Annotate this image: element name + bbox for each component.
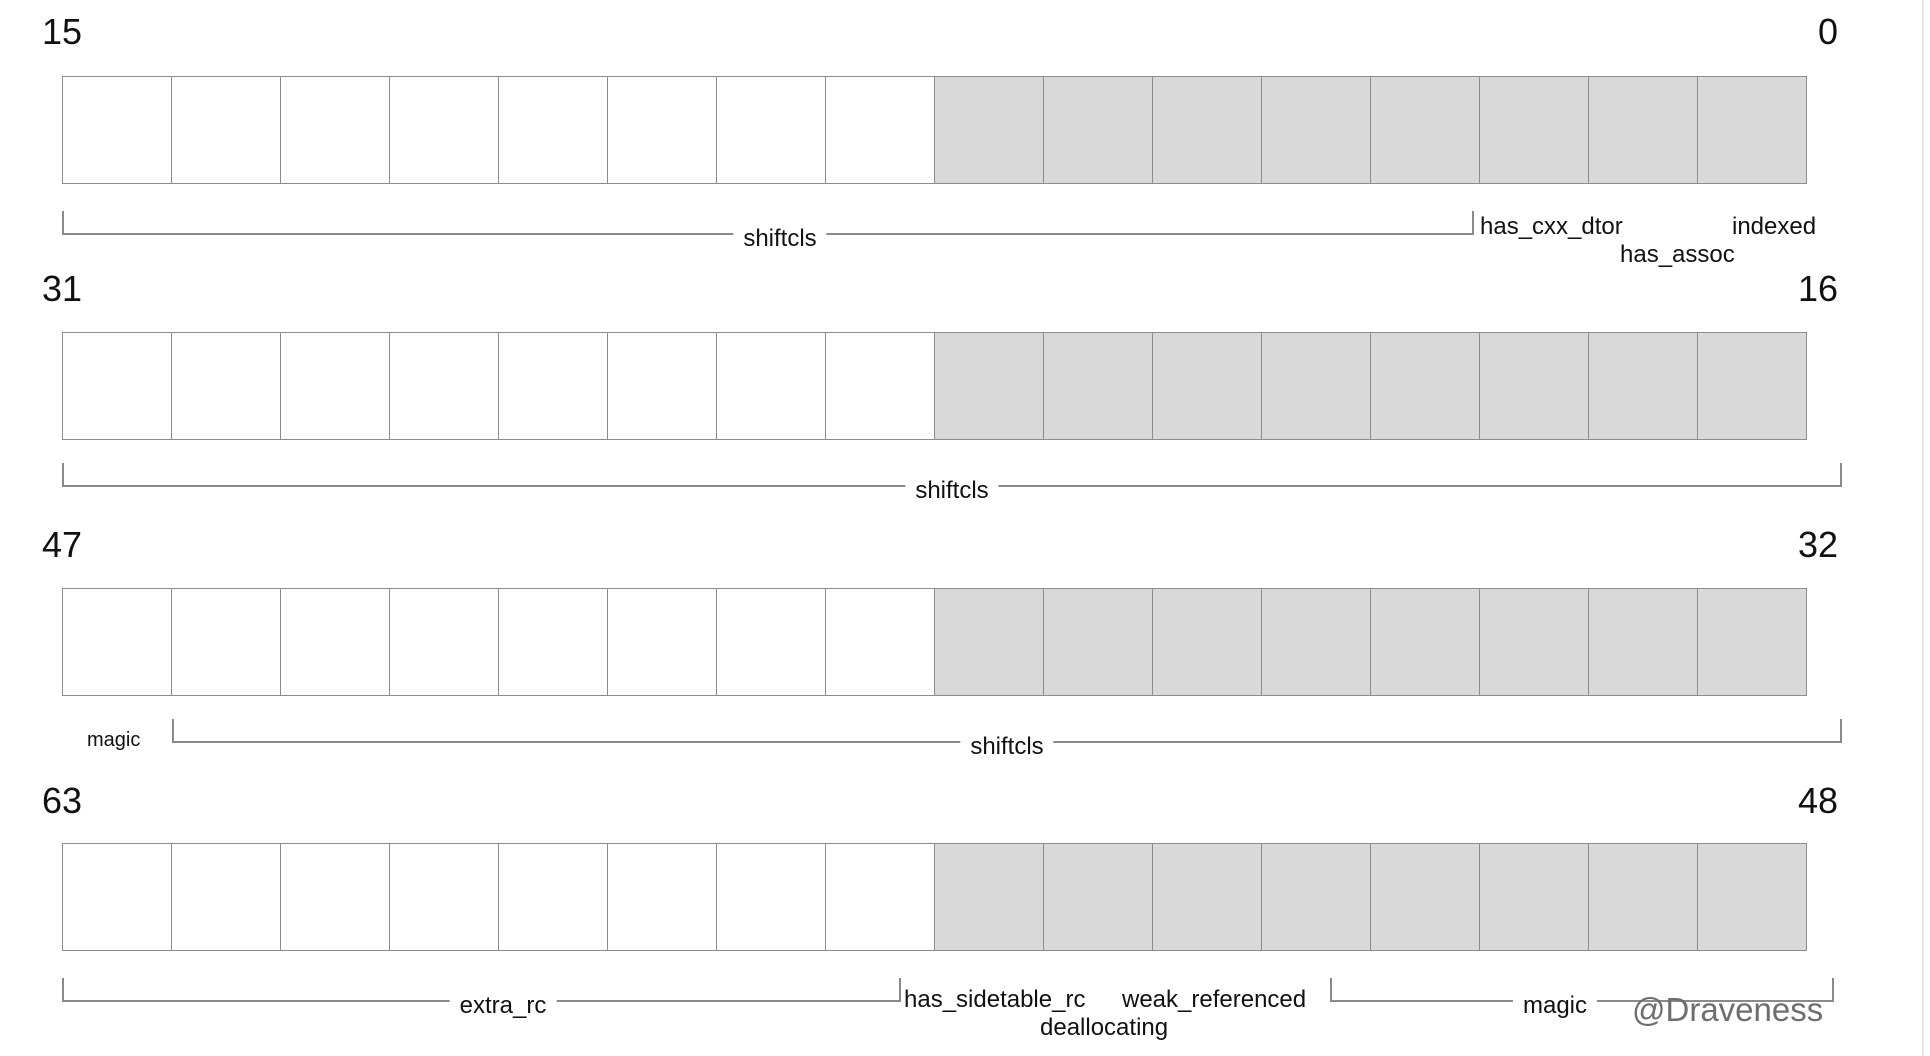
bit-cell <box>1152 843 1262 951</box>
bracket-label: shiftcls <box>960 735 1054 759</box>
bit-cell <box>1370 332 1480 440</box>
bit-cell <box>498 588 608 696</box>
high-bit-number: 15 <box>42 11 83 52</box>
field-label-magic: magic <box>87 729 141 751</box>
page-scrollbar[interactable] <box>1922 0 1924 1056</box>
bit-cell <box>1261 588 1371 696</box>
bit-cells <box>62 588 1807 698</box>
bit-cell <box>280 588 390 696</box>
field-bracket-extra-rc: extra_rc <box>62 978 901 1018</box>
low-bit-number: 16 <box>1797 268 1838 309</box>
bit-cell <box>62 843 172 951</box>
bit-cell <box>1588 332 1698 440</box>
bit-cell <box>1479 588 1589 696</box>
high-bit-number: 31 <box>42 268 83 309</box>
field-bracket-shiftcls: shiftcls <box>172 719 1842 759</box>
bit-cell <box>498 332 608 440</box>
bit-cell <box>1261 843 1371 951</box>
field-label-weak-referenced: weak_referenced <box>1122 986 1307 1013</box>
bit-row-0-15: 15 0 shiftcls has_cxx_dtor has_assoc ind… <box>0 0 1930 267</box>
bit-cell <box>1697 588 1807 696</box>
bit-cell <box>280 843 390 951</box>
bit-cell <box>1479 332 1589 440</box>
bit-cell <box>1588 843 1698 951</box>
bit-cells <box>62 76 1807 186</box>
bit-cell <box>716 843 826 951</box>
field-bracket-shiftcls: shiftcls <box>62 463 1842 503</box>
bit-cell <box>389 76 499 184</box>
bit-cell <box>825 588 935 696</box>
bit-cell <box>498 76 608 184</box>
bit-cell <box>1479 76 1589 184</box>
bracket-label: magic <box>1512 994 1598 1018</box>
bit-cell <box>1152 588 1262 696</box>
bit-cells <box>62 843 1807 953</box>
bit-cell <box>1479 843 1589 951</box>
bit-cell <box>171 332 281 440</box>
bit-cell <box>62 332 172 440</box>
bit-cell <box>1697 332 1807 440</box>
field-label-deallocating: deallocating <box>1040 1014 1169 1041</box>
bit-cell <box>171 588 281 696</box>
field-label-has-assoc: has_assoc <box>1620 241 1735 268</box>
bit-cell <box>1152 76 1262 184</box>
bracket-label: shiftcls <box>733 227 827 251</box>
bit-cell <box>607 332 717 440</box>
bit-cell <box>934 76 1044 184</box>
low-bit-number: 32 <box>1797 524 1838 565</box>
bit-cell <box>716 588 826 696</box>
bit-cell <box>62 76 172 184</box>
bit-cell <box>716 332 826 440</box>
bit-cell <box>1588 588 1698 696</box>
bit-cell <box>498 843 608 951</box>
high-bit-number: 63 <box>42 780 83 821</box>
bit-cell <box>825 76 935 184</box>
field-bracket-magic: magic <box>1330 978 1834 1018</box>
bit-cell <box>1697 76 1807 184</box>
bracket-label: shiftcls <box>905 479 999 503</box>
bit-cell <box>1261 76 1371 184</box>
field-label-indexed: indexed <box>1732 213 1817 240</box>
bit-cell <box>934 332 1044 440</box>
bit-row-16-31: 31 16 shiftcls <box>0 0 1930 503</box>
bit-cell <box>1043 76 1153 184</box>
bit-cell <box>280 76 390 184</box>
bit-cells <box>62 332 1807 442</box>
bit-cell <box>607 76 717 184</box>
high-bit-number: 47 <box>42 524 83 565</box>
bit-cell <box>1043 843 1153 951</box>
bit-cell <box>934 843 1044 951</box>
bracket-label: extra_rc <box>449 994 557 1018</box>
bit-cell <box>1043 588 1153 696</box>
bit-cell <box>62 588 172 696</box>
bit-cell <box>825 332 935 440</box>
bit-cell <box>1152 332 1262 440</box>
bit-cell <box>934 588 1044 696</box>
field-bracket-shiftcls: shiftcls <box>62 211 1474 251</box>
field-label-has-cxx-dtor: has_cxx_dtor <box>1480 213 1623 240</box>
bit-cell <box>825 843 935 951</box>
author-watermark: @Draveness <box>1632 991 1824 1028</box>
bit-cell <box>1370 843 1480 951</box>
bit-cell <box>389 843 499 951</box>
bit-cell <box>389 588 499 696</box>
bit-cell <box>171 843 281 951</box>
low-bit-number: 0 <box>1817 11 1838 52</box>
bit-cell <box>716 76 826 184</box>
bit-cell <box>607 843 717 951</box>
field-label-has-sidetable-rc: has_sidetable_rc <box>904 986 1086 1013</box>
bit-cell <box>389 332 499 440</box>
bit-row-32-47: 47 32 magic shiftcls <box>42 524 1842 759</box>
bit-cell <box>1370 588 1480 696</box>
bit-cell <box>1697 843 1807 951</box>
bit-cell <box>280 332 390 440</box>
low-bit-number: 48 <box>1797 780 1838 821</box>
